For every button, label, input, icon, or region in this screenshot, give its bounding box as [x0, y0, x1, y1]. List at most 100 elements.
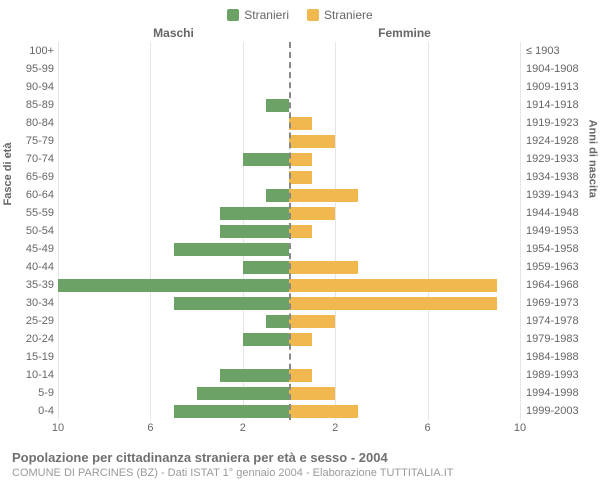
caption: Popolazione per cittadinanza straniera p…	[12, 450, 588, 479]
female-bar	[289, 369, 312, 382]
female-bar	[289, 135, 335, 148]
age-label: 95-99	[12, 60, 58, 78]
female-plot	[289, 42, 520, 420]
birth-year-label: 1919-1923	[520, 114, 588, 132]
birth-year-label: 1904-1908	[520, 60, 588, 78]
age-label: 85-89	[12, 96, 58, 114]
center-divider	[289, 42, 291, 420]
birth-year-label: 1994-1998	[520, 384, 588, 402]
male-plot	[58, 42, 289, 420]
age-label: 90-94	[12, 78, 58, 96]
age-label: 0-4	[12, 402, 58, 420]
male-bar	[58, 279, 289, 292]
birth-year-label: 1974-1978	[520, 312, 588, 330]
birth-year-labels-column: ≤ 19031904-19081909-19131914-19181919-19…	[520, 42, 588, 420]
age-label: 5-9	[12, 384, 58, 402]
female-bar	[289, 225, 312, 238]
age-label: 45-49	[12, 240, 58, 258]
legend-swatch-male	[227, 9, 239, 21]
male-bar	[243, 153, 289, 166]
age-label: 100+	[12, 42, 58, 60]
female-bar	[289, 387, 335, 400]
birth-year-label: 1979-1983	[520, 330, 588, 348]
birth-year-label: 1949-1953	[520, 222, 588, 240]
male-bar	[174, 405, 290, 418]
age-label: 35-39	[12, 276, 58, 294]
age-label: 25-29	[12, 312, 58, 330]
birth-year-label: 1989-1993	[520, 366, 588, 384]
birth-year-label: 1914-1918	[520, 96, 588, 114]
x-tick-label: 2	[240, 422, 246, 434]
female-bar	[289, 153, 312, 166]
x-tick-label: 10	[52, 422, 64, 434]
x-axis: 10 6 2 2 6 10	[12, 422, 588, 436]
birth-year-label: 1929-1933	[520, 150, 588, 168]
female-bar	[289, 261, 358, 274]
male-bar	[220, 207, 289, 220]
y-axis-left-label: Fasce di età	[2, 143, 14, 206]
age-label: 60-64	[12, 186, 58, 204]
male-bar	[266, 315, 289, 328]
birth-year-label: 1964-1968	[520, 276, 588, 294]
birth-year-label: 1924-1928	[520, 132, 588, 150]
x-tick-label: 2	[332, 422, 338, 434]
chart-area: Fasce di età Anni di nascita 100+95-9990…	[12, 42, 588, 420]
female-bar	[289, 207, 335, 220]
age-label: 75-79	[12, 132, 58, 150]
age-label: 40-44	[12, 258, 58, 276]
chart-container: Stranieri Straniere Maschi Femmine Fasce…	[0, 0, 600, 500]
female-bar	[289, 297, 497, 310]
age-label: 80-84	[12, 114, 58, 132]
age-label: 15-19	[12, 348, 58, 366]
birth-year-label: 1939-1943	[520, 186, 588, 204]
y-axis-right-label: Anni di nascita	[586, 120, 598, 198]
female-bar	[289, 405, 358, 418]
age-labels-column: 100+95-9990-9485-8980-8475-7970-7465-696…	[12, 42, 58, 420]
x-tick-label: 6	[425, 422, 431, 434]
female-bar	[289, 333, 312, 346]
age-label: 65-69	[12, 168, 58, 186]
male-bar	[197, 387, 289, 400]
birth-year-label: 1954-1958	[520, 240, 588, 258]
female-bar	[289, 315, 335, 328]
legend: Stranieri Straniere	[12, 8, 588, 22]
age-label: 70-74	[12, 150, 58, 168]
age-label: 55-59	[12, 204, 58, 222]
x-tick-label: 6	[147, 422, 153, 434]
female-bar	[289, 279, 497, 292]
birth-year-label: 1969-1973	[520, 294, 588, 312]
birth-year-label: 1959-1963	[520, 258, 588, 276]
male-bar	[220, 225, 289, 238]
column-headers: Maschi Femmine	[12, 26, 588, 40]
birth-year-label: 1944-1948	[520, 204, 588, 222]
caption-title: Popolazione per cittadinanza straniera p…	[12, 450, 588, 465]
x-tick-label: 10	[514, 422, 526, 434]
birth-year-label: ≤ 1903	[520, 42, 588, 60]
age-label: 30-34	[12, 294, 58, 312]
male-bar	[174, 297, 290, 310]
female-bar	[289, 189, 358, 202]
birth-year-label: 1984-1988	[520, 348, 588, 366]
male-bar	[266, 189, 289, 202]
age-label: 10-14	[12, 366, 58, 384]
header-female: Femmine	[289, 26, 520, 40]
legend-item-female: Straniere	[307, 8, 373, 22]
birth-year-label: 1934-1938	[520, 168, 588, 186]
header-male: Maschi	[58, 26, 289, 40]
age-label: 50-54	[12, 222, 58, 240]
age-label: 20-24	[12, 330, 58, 348]
legend-label-female: Straniere	[324, 8, 373, 22]
legend-label-male: Stranieri	[244, 8, 289, 22]
male-bar	[220, 369, 289, 382]
legend-swatch-female	[307, 9, 319, 21]
birth-year-label: 1999-2003	[520, 402, 588, 420]
male-bar	[174, 243, 290, 256]
male-bar	[243, 333, 289, 346]
male-bar	[243, 261, 289, 274]
male-bar	[266, 99, 289, 112]
birth-year-label: 1909-1913	[520, 78, 588, 96]
legend-item-male: Stranieri	[227, 8, 289, 22]
female-bar	[289, 171, 312, 184]
female-bar	[289, 117, 312, 130]
caption-subtitle: COMUNE DI PARCINES (BZ) - Dati ISTAT 1° …	[12, 467, 588, 479]
